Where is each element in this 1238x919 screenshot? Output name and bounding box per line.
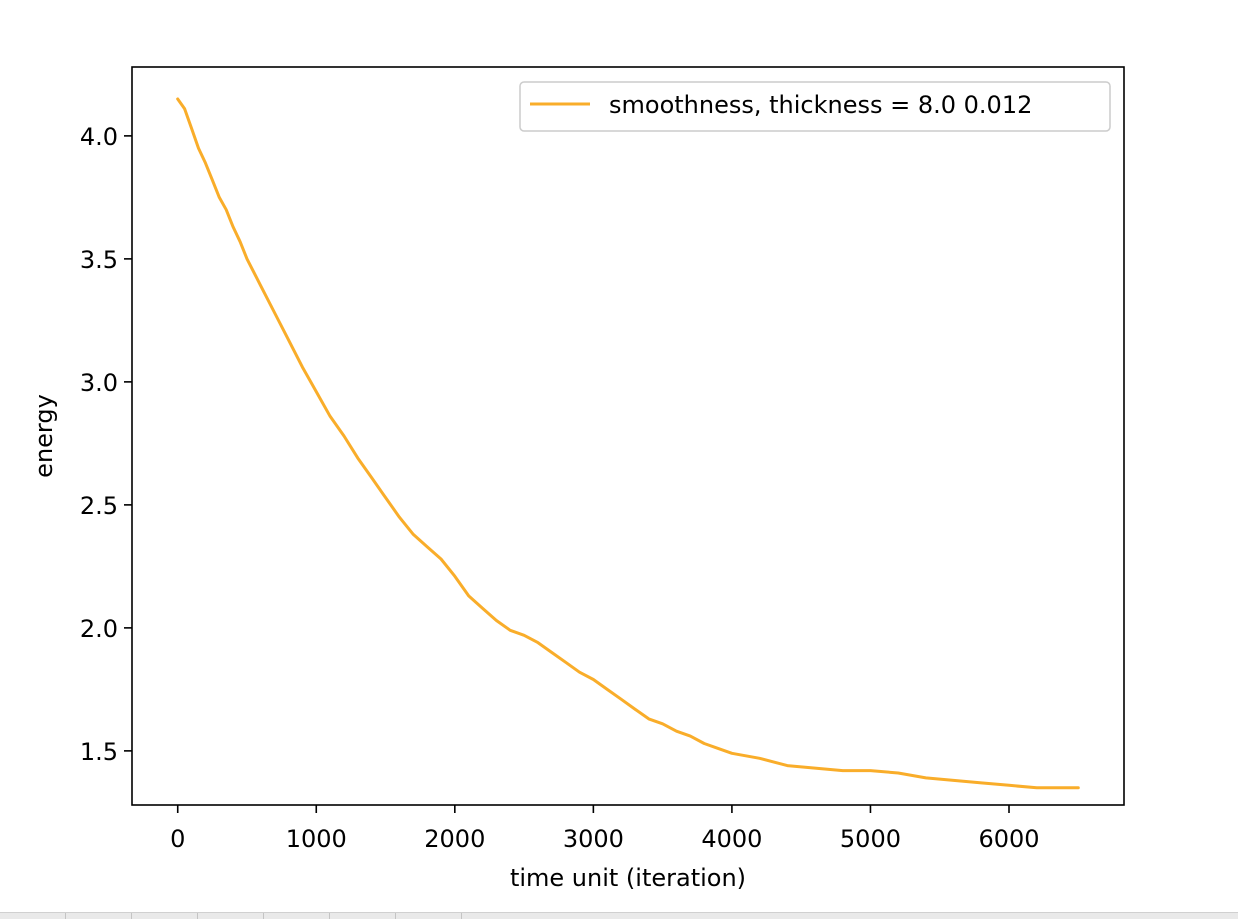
x-tick-label: 2000 [424,825,485,853]
series-layer [176,97,1080,790]
strip-segment [132,913,198,919]
legend: smoothness, thickness = 8.0 0.012 [519,81,1111,132]
strip-segment [396,913,462,919]
series-line [176,97,1080,790]
strip-segment [0,913,66,919]
y-tick-label: 3.5 [80,246,118,274]
axes-frame [131,66,1125,806]
x-axis: 0 1000 2000 3000 4000 5000 6000 [170,805,1040,853]
x-tick-label: 5000 [840,825,901,853]
x-tick-label: 6000 [978,825,1039,853]
y-axis-title: energy [30,394,58,478]
legend-label: smoothness, thickness = 8.0 0.012 [609,91,1032,119]
strip-segment [264,913,330,919]
y-tick-label: 3.0 [80,369,118,397]
y-axis: 1.5 2.0 2.5 3.0 3.5 4.0 [80,123,132,766]
y-tick-label: 2.5 [80,492,118,520]
x-tick-label: 1000 [286,825,347,853]
y-tick-label: 2.0 [80,615,118,643]
strip-segment [330,913,396,919]
strip-segment [66,913,132,919]
plot-area [132,67,1124,805]
strip-segment [198,913,264,919]
x-tick-label: 0 [170,825,185,853]
x-tick-label: 3000 [563,825,624,853]
x-tick-label: 4000 [701,825,762,853]
y-tick-label: 1.5 [80,738,118,766]
window-bottom-strip [0,912,1238,919]
legend-box [519,81,1111,132]
x-axis-title: time unit (iteration) [510,864,746,892]
y-tick-label: 4.0 [80,123,118,151]
